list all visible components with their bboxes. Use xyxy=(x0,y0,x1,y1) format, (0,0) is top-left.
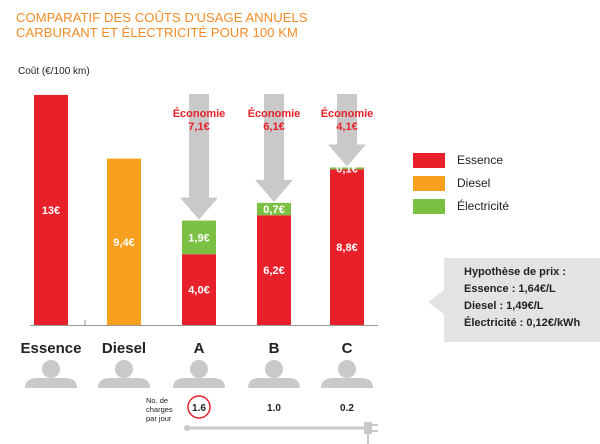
legend: Essence Diesel Électricité xyxy=(413,150,509,219)
legend-swatch-electricite xyxy=(413,198,445,214)
person-icon-body-0 xyxy=(25,378,77,388)
bar-label-a-essence: 4,0€ xyxy=(188,285,209,297)
legend-item-diesel: Diesel xyxy=(413,173,509,193)
bar-label-a-lectricit: 1,9€ xyxy=(188,232,209,244)
category-label-diesel: Diesel xyxy=(102,340,146,357)
person-icon-head-2 xyxy=(190,360,208,378)
person-icon-head-0 xyxy=(42,360,60,378)
bar-a-lectricit xyxy=(182,220,216,255)
charge-highlight-circle xyxy=(187,395,211,419)
bar-label-b-essence: 6,2€ xyxy=(263,265,284,277)
legend-swatch-essence xyxy=(413,152,445,168)
bar-b-lectricit xyxy=(257,202,291,216)
charge-value-0: 1.6 xyxy=(192,403,206,414)
hypothesis-essence-price: Essence : 1,64€/L xyxy=(464,283,556,295)
savings-label-b-value: 6,1€ xyxy=(263,121,284,133)
category-label-a: A xyxy=(194,340,205,357)
hypothesis-title: Hypothèse de prix : xyxy=(464,266,567,278)
hypothesis-pointer xyxy=(428,290,444,314)
legend-item-essence: Essence xyxy=(413,150,509,170)
savings-label-c-value: 4,1€ xyxy=(336,121,357,133)
bar-diesel-diesel xyxy=(107,158,141,325)
savings-arrow-c xyxy=(328,94,366,167)
person-icon-head-4 xyxy=(338,360,356,378)
legend-label-essence: Essence xyxy=(457,153,504,167)
bar-label-b-lectricit: 0,7€ xyxy=(263,204,284,216)
savings-arrow-a xyxy=(180,94,218,220)
chart-title: COMPARATIF DES COÛTS D'USAGE ANNUELS CAR… xyxy=(16,10,308,40)
bar-label-c-lectricit: 0,1€ xyxy=(336,163,357,175)
person-icon-body-2 xyxy=(173,378,225,388)
charge-value-1: 1.0 xyxy=(267,403,281,414)
bar-a-essence xyxy=(182,254,216,325)
bar-label-c-essence: 8,8€ xyxy=(336,242,357,254)
category-label-b: B xyxy=(269,340,280,357)
savings-arrow-b xyxy=(255,94,293,202)
person-icon-body-4 xyxy=(321,378,373,388)
bar-label-diesel-diesel: 9,4€ xyxy=(113,237,134,249)
person-icon-body-3 xyxy=(248,378,300,388)
charges-label-line2: charges xyxy=(146,405,173,414)
charges-label-line3: par jour xyxy=(146,414,172,423)
bar-essence-essence xyxy=(34,94,68,326)
legend-item-electricite: Électricité xyxy=(413,196,509,216)
category-label-essence: Essence xyxy=(21,340,82,357)
legend-swatch-diesel xyxy=(413,175,445,191)
savings-label-a-title: Économie xyxy=(173,107,226,120)
bar-b-essence xyxy=(257,215,291,325)
bar-label-essence-essence: 13€ xyxy=(42,205,60,217)
hypothesis-box: Hypothèse de prix : Essence : 1,64€/L Di… xyxy=(444,258,600,342)
chart-title-line1: COMPARATIF DES COÛTS D'USAGE ANNUELS xyxy=(16,10,308,25)
legend-label-electricite: Électricité xyxy=(457,199,510,213)
hypothesis-electricity-price: Électricité : 0,12€/kWh xyxy=(464,317,581,329)
legend-label-diesel: Diesel xyxy=(457,176,491,190)
savings-label-c-title: Économie xyxy=(321,107,374,120)
plug-icon-body xyxy=(364,422,372,434)
person-icon-head-1 xyxy=(115,360,133,378)
hypothesis-diesel-price: Diesel : 1,49€/L xyxy=(464,300,544,312)
person-icon-head-3 xyxy=(265,360,283,378)
bar-c-lectricit xyxy=(330,167,364,170)
charges-per-day-label: No. de charges par jour xyxy=(146,396,173,423)
savings-label-a-value: 7,1€ xyxy=(188,121,209,133)
y-axis-label: Coût (€/100 km) xyxy=(18,66,90,77)
charge-value-2: 0.2 xyxy=(340,403,354,414)
charge-slider-handle xyxy=(184,425,190,431)
bar-c-essence xyxy=(330,169,364,325)
category-label-c: C xyxy=(342,340,353,357)
chart-title-line2: CARBURANT ET ÉLECTRICITÉ POUR 100 KM xyxy=(16,25,298,40)
person-icon-body-1 xyxy=(98,378,150,388)
savings-label-b-title: Économie xyxy=(248,107,301,120)
charges-label-line1: No. de xyxy=(146,396,169,405)
